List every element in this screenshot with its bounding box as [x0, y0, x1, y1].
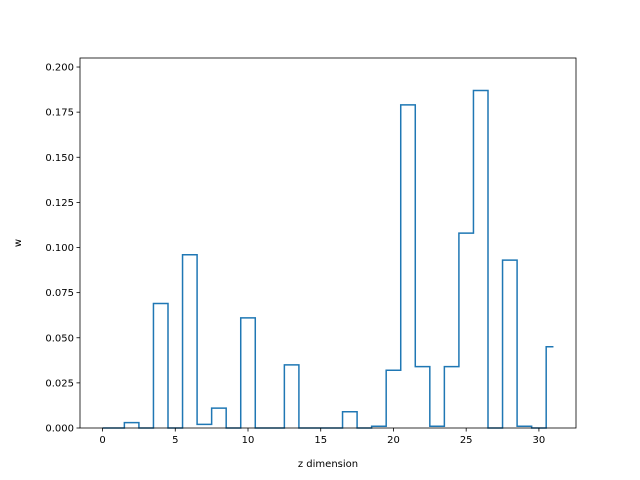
x-tick-label: 30 — [533, 435, 546, 446]
x-tick-label: 5 — [172, 435, 178, 446]
y-tick-label: 0.050 — [45, 333, 74, 344]
y-tick-label: 0.150 — [45, 153, 74, 164]
y-tick-label: 0.200 — [45, 63, 74, 74]
y-axis-ticks: 0.000 0.025 0.050 0.075 0.100 0.125 0.150 0.175… — [45, 63, 80, 435]
x-tick-label: 20 — [387, 435, 400, 446]
y-tick-label: 0.000 — [45, 424, 74, 435]
x-tick-label: 25 — [460, 435, 473, 446]
x-tick-label: 15 — [314, 435, 327, 446]
y-tick-label: 0.125 — [45, 198, 74, 209]
y-axis-label: w — [13, 239, 24, 247]
x-axis-ticks: 0 5 10 15 20 25 30 — [99, 428, 545, 446]
x-tick-label: 10 — [242, 435, 255, 446]
x-axis-label: z dimension — [298, 459, 358, 470]
y-tick-label: 0.100 — [45, 243, 74, 254]
y-tick-label: 0.025 — [45, 378, 74, 389]
y-tick-label: 0.175 — [45, 108, 74, 119]
y-tick-label: 0.075 — [45, 288, 74, 299]
x-tick-label: 0 — [99, 435, 105, 446]
plot-area — [80, 58, 576, 428]
plot-frame — [79, 57, 577, 429]
